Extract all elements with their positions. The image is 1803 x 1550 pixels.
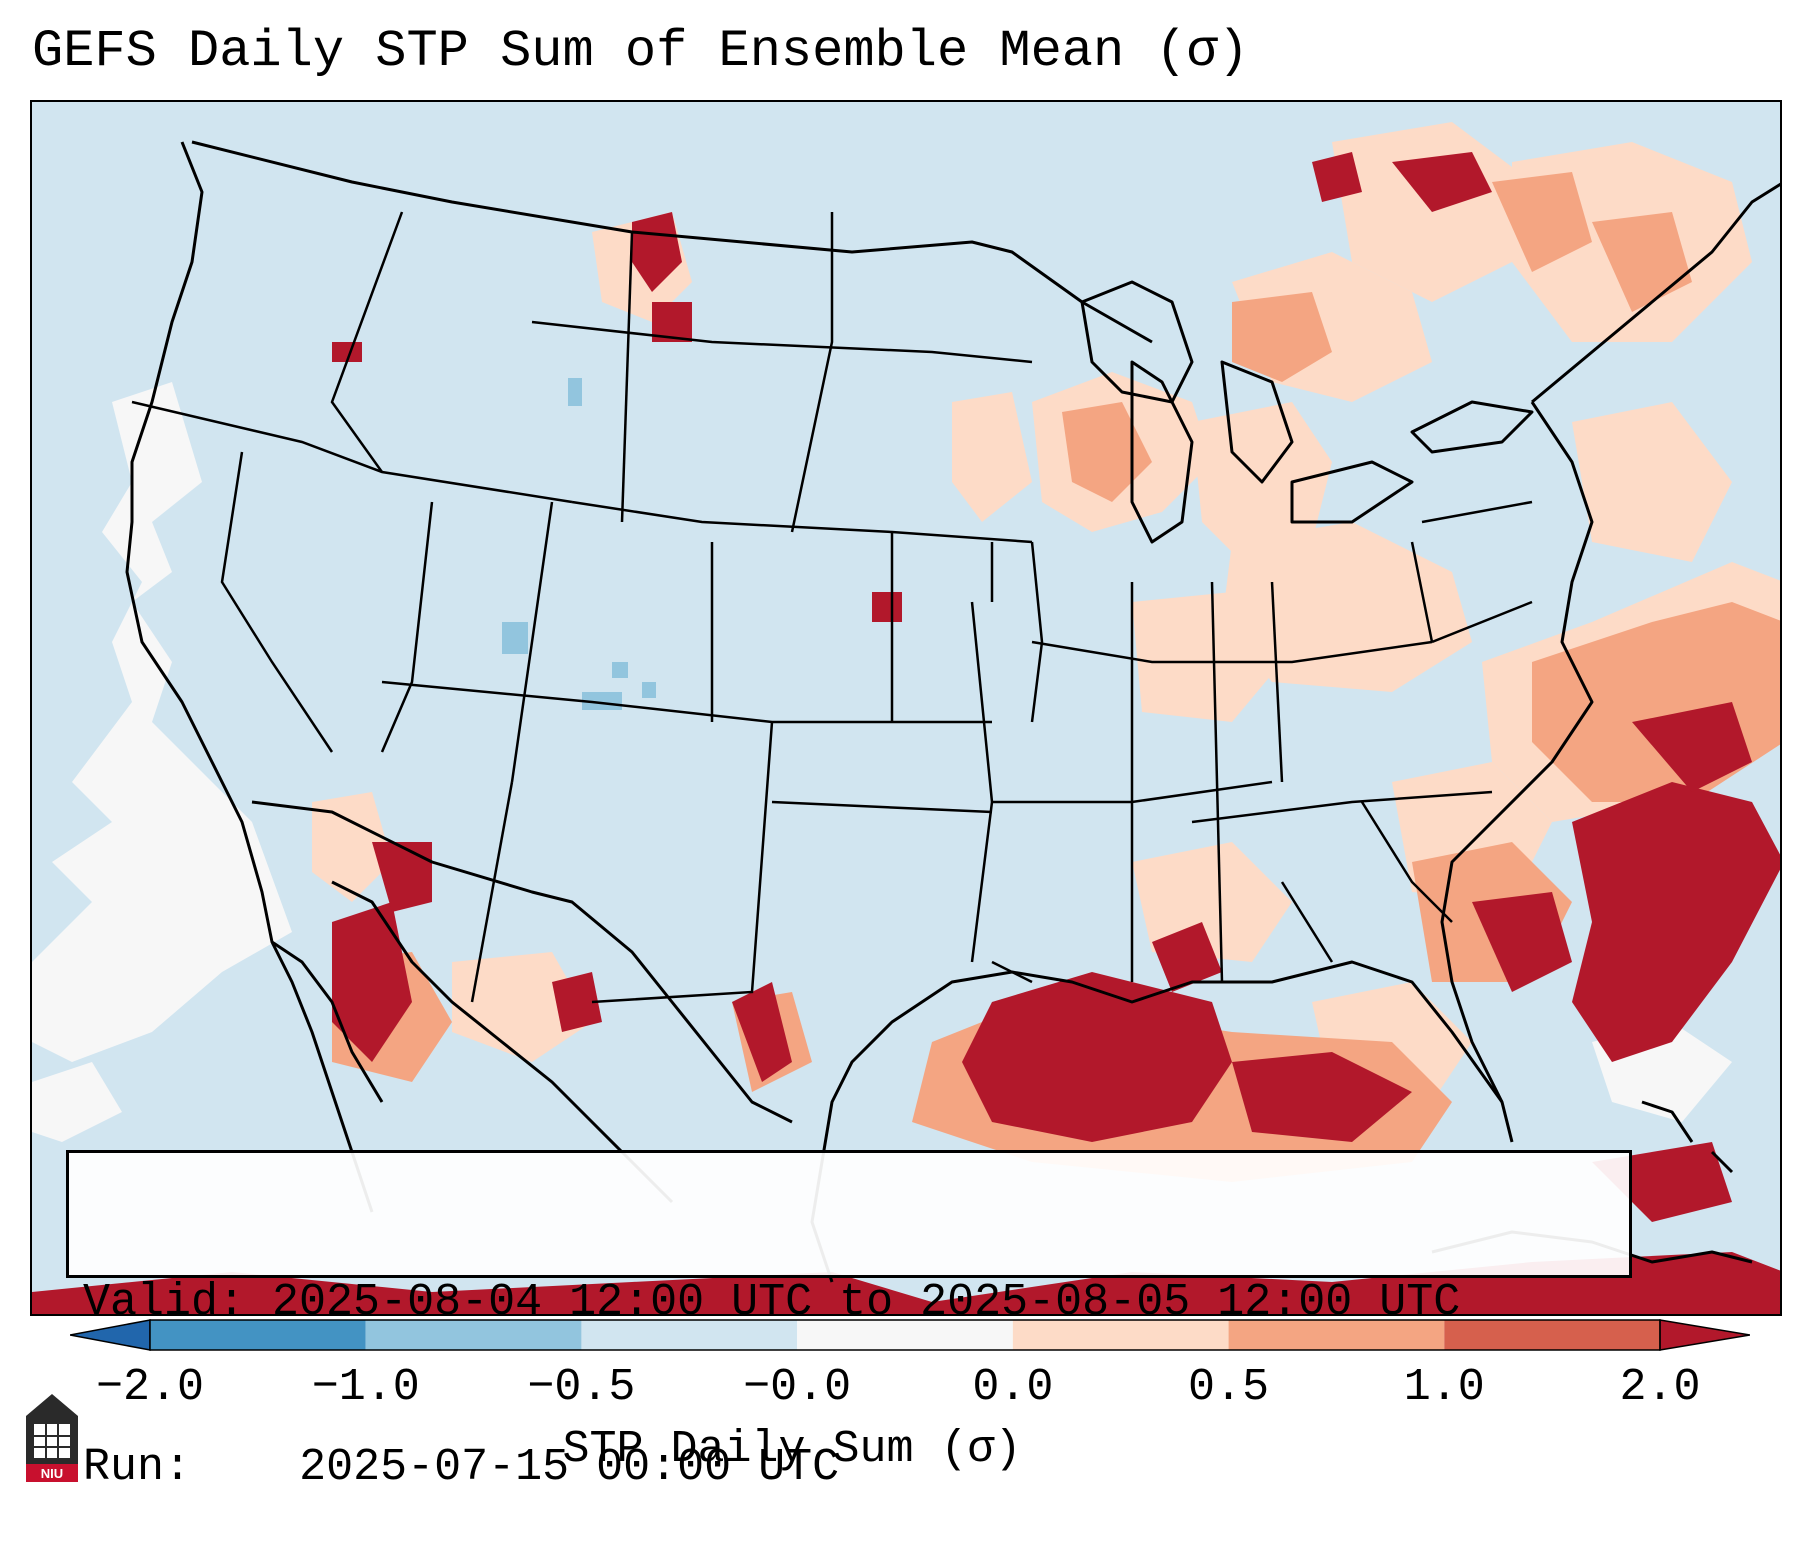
colorbar-tick-label: 1.0 [1403, 1362, 1485, 1413]
map-canvas [32, 122, 1780, 1314]
chart-title: GEFS Daily STP Sum of Ensemble Mean (σ) [32, 22, 1249, 81]
run-label: Run: [83, 1442, 192, 1493]
strong-positive-areas [32, 152, 1780, 1314]
colorbar-tick-label: 2.0 [1619, 1362, 1701, 1413]
colorbar-segment [1228, 1320, 1445, 1350]
colorbar-over-extension [1659, 1319, 1750, 1351]
colorbar-segment [581, 1320, 798, 1350]
run-row: Run: 2025-07-15 00:00 UTC [83, 1440, 1629, 1495]
colorbar-tick-label: −1.0 [311, 1362, 420, 1413]
colorbar-title: STP Daily Sum (σ) [562, 1424, 1022, 1475]
colorbar-segments [70, 1319, 1750, 1351]
weak-negative-areas [502, 378, 656, 710]
colorbar-segment [365, 1320, 582, 1350]
colorbar-tick-label: 0.5 [1188, 1362, 1270, 1413]
logo-text: NIU [41, 1466, 63, 1481]
colorbar-segment [1444, 1320, 1660, 1350]
niu-logo: NIU [26, 1394, 78, 1482]
colorbar-segment [797, 1320, 1013, 1350]
colorbar-tick-label: −2.0 [95, 1362, 205, 1413]
colorbar-segment [150, 1320, 366, 1350]
neutral-pacific-area [32, 382, 1732, 1142]
map-panel [30, 100, 1782, 1316]
colorbar-tick-label: 0.0 [972, 1362, 1054, 1413]
colorbar-tick-label: −0.5 [527, 1362, 636, 1413]
valid-run-info-box: Valid: 2025-08-04 12:00 UTC to 2025-08-0… [66, 1150, 1632, 1493]
colorbar-segment [1012, 1320, 1229, 1350]
colorbar-tick-label: −0.0 [743, 1362, 852, 1413]
colorbar-under-extension [70, 1319, 151, 1351]
run-value: 2025-07-15 00:00 UTC [299, 1442, 840, 1493]
anomaly-field [32, 122, 1780, 1314]
coastlines-and-borders [125, 140, 1780, 1283]
state-boundaries [131, 211, 1533, 1004]
colorbar-frame [149, 1319, 1661, 1351]
colorbar [70, 1319, 1750, 1351]
logo-band [26, 1464, 78, 1482]
